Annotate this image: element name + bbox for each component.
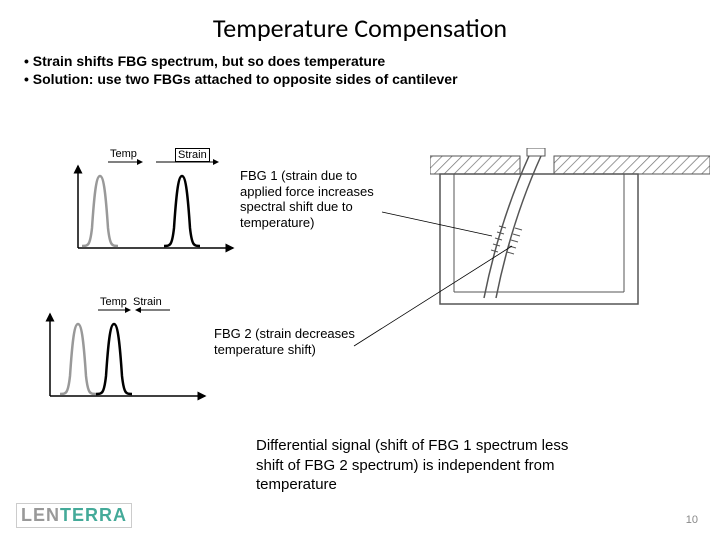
differential-signal-text: Differential signal (shift of FBG 1 spec… — [256, 436, 676, 495]
logo: LENTERRA — [16, 503, 132, 528]
page-number: 10 — [686, 514, 698, 526]
